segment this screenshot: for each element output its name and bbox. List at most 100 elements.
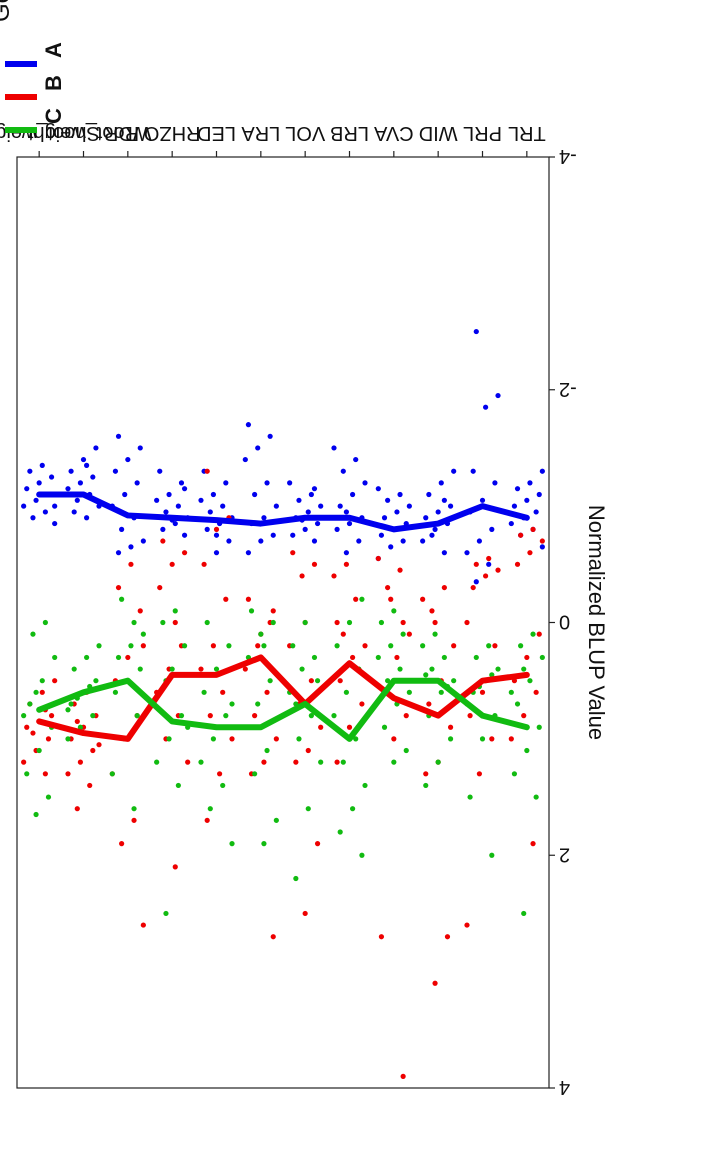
data-point-C [264, 747, 270, 754]
data-point-C [435, 759, 441, 765]
data-point-C [340, 759, 346, 765]
data-point-B [125, 654, 131, 661]
data-point-C [201, 689, 207, 695]
data-point-C [93, 678, 99, 684]
data-point-A [362, 480, 368, 486]
data-point-C [65, 736, 71, 742]
data-point-A [394, 509, 400, 515]
data-point-A [255, 445, 261, 451]
data-point-C [84, 654, 90, 661]
data-point-A [125, 456, 131, 463]
data-point-B [42, 771, 48, 777]
data-point-A [65, 486, 71, 492]
data-point-C [198, 759, 204, 765]
data-point-B [290, 550, 296, 556]
data-point-B [420, 596, 426, 602]
data-point-C [391, 608, 397, 614]
data-point-C [258, 631, 264, 637]
data-point-A [160, 526, 166, 532]
data-point-C [45, 794, 52, 800]
data-point-C [467, 794, 473, 800]
data-point-A [223, 480, 229, 486]
data-point-C [36, 747, 42, 754]
data-point-A [30, 515, 36, 521]
data-point-C [495, 666, 501, 672]
data-point-A [52, 520, 58, 527]
data-point-B [223, 596, 229, 602]
data-point-B [252, 713, 258, 719]
data-point-A [71, 509, 77, 515]
data-point-A [429, 532, 435, 538]
data-point-A [388, 544, 394, 550]
data-point-C [521, 666, 527, 672]
data-point-C [223, 713, 229, 719]
data-point-A [74, 497, 80, 503]
data-point-B [74, 718, 80, 725]
data-point-B [299, 573, 305, 579]
data-point-A [39, 462, 45, 468]
data-point-B [479, 689, 486, 695]
data-point-C [423, 672, 429, 678]
data-point-A [514, 486, 521, 492]
data-point-A [334, 526, 340, 532]
data-point-C [346, 619, 353, 626]
data-point-B [39, 689, 45, 695]
data-point-A [473, 579, 479, 585]
data-point-A [273, 503, 279, 509]
data-point-B [128, 561, 134, 567]
data-point-B [391, 736, 397, 742]
data-point-A [166, 491, 172, 498]
data-point-B [302, 910, 308, 917]
data-point-B [524, 654, 530, 661]
data-point-A [210, 491, 216, 498]
data-point-B [489, 736, 495, 742]
data-point-A [350, 491, 356, 498]
data-point-A [90, 474, 96, 480]
data-point-A [489, 526, 495, 532]
data-point-B [464, 619, 470, 626]
data-point-B [210, 643, 216, 649]
data-point-C [479, 736, 486, 742]
data-point-B [340, 631, 346, 637]
data-point-C [68, 701, 74, 707]
data-point-A [134, 480, 140, 486]
data-point-B [242, 666, 248, 672]
data-point-B [48, 713, 55, 719]
data-point-A [137, 445, 143, 451]
data-point-C [331, 713, 337, 719]
data-point-B [530, 841, 536, 847]
data-point-A [112, 468, 119, 474]
data-point-B [229, 736, 235, 742]
data-point-B [21, 759, 27, 765]
data-point-B [261, 759, 267, 765]
data-point-C [24, 771, 30, 777]
data-point-C [210, 736, 216, 742]
data-point-B [169, 561, 175, 567]
data-point-C [353, 736, 359, 742]
data-point-A [24, 486, 30, 492]
points-layer [21, 328, 545, 1079]
data-point-A [36, 480, 42, 486]
data-point-B [464, 922, 470, 928]
data-point-A [163, 509, 169, 515]
data-point-A [287, 480, 293, 486]
data-point-B [311, 561, 318, 567]
data-point-C [27, 701, 33, 707]
data-point-C [314, 678, 321, 684]
data-point-C [489, 672, 495, 678]
data-point-C [400, 631, 406, 637]
data-point-A [128, 544, 134, 550]
data-point-C [514, 701, 521, 707]
legend-label-C: C [41, 108, 66, 124]
data-point-B [429, 608, 435, 614]
data-point-C [290, 643, 296, 649]
data-point-B [394, 654, 400, 661]
data-point-B [305, 747, 311, 754]
data-point-A [511, 503, 518, 509]
data-point-A [267, 433, 273, 439]
data-point-A [122, 491, 128, 498]
data-point-C [71, 666, 77, 672]
data-point-C [429, 666, 435, 672]
data-point-A [80, 456, 87, 463]
